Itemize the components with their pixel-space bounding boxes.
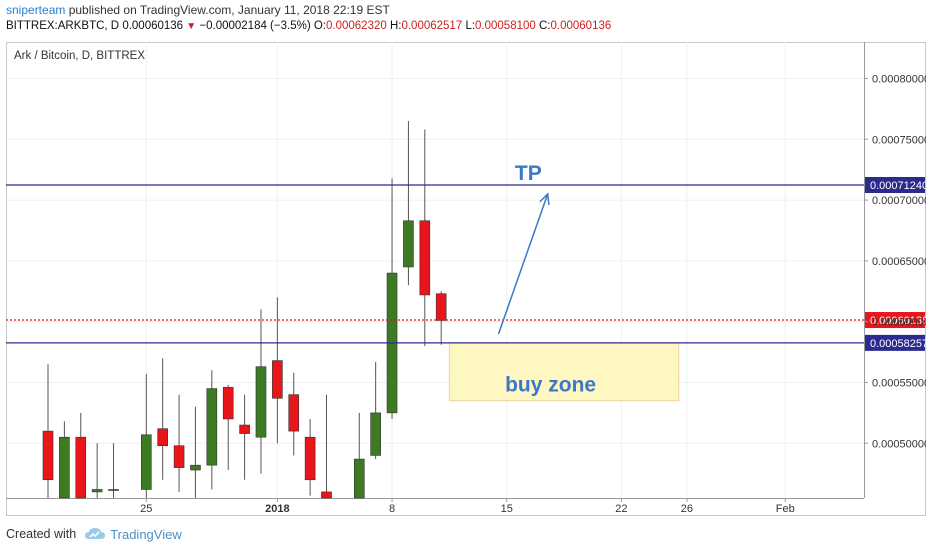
last-price-tag (865, 312, 925, 329)
trend-arrow (497, 193, 549, 335)
y-tick-label: 0.00070000 (872, 195, 926, 207)
levels-layer: 0.00071240 0.00058257 0.00060136 (6, 177, 928, 351)
y-tick-label: 0.00060000 (872, 317, 926, 329)
candle (59, 421, 70, 499)
footer: Created with TradingView (6, 520, 926, 548)
author-link[interactable]: sniperteam (6, 3, 66, 17)
candle-body (222, 387, 234, 420)
candle (288, 372, 300, 456)
y-tick-label: 0.00050000 (872, 438, 926, 450)
candle-body (91, 489, 103, 493)
candle (222, 384, 234, 471)
candle-body (173, 445, 185, 468)
candle (353, 412, 365, 499)
x-tick-label: 8 (389, 503, 395, 515)
candle-body (190, 464, 201, 471)
candle-body (321, 491, 332, 499)
candle-body (435, 293, 447, 321)
tradingview-brand: TradingView (110, 526, 182, 542)
x-tick-label: 2018 (265, 503, 289, 515)
last-price-label: 0.00060136 (870, 315, 926, 327)
candle-body (419, 220, 431, 296)
level-label: 0.00058257 (870, 338, 926, 350)
symbol-label: BITTREX:ARKBTC, D (6, 20, 120, 32)
y-tick-label: 0.00080000 (872, 73, 926, 85)
buy-zone-box (448, 342, 680, 402)
candle (435, 291, 447, 345)
x-tick-label: 25 (140, 503, 152, 515)
x-tick-label: 15 (501, 503, 513, 515)
level-tag (865, 177, 925, 194)
x-tick-label: 26 (681, 503, 693, 515)
candle-body (157, 428, 168, 447)
low-value: 0.00058100 (475, 20, 536, 32)
publish-info: sniperteam published on TradingView.com,… (6, 2, 926, 18)
chart-header: sniperteam published on TradingView.com,… (6, 2, 926, 34)
candle-body (370, 412, 381, 456)
candle-body (353, 458, 365, 499)
y-tick-label: 0.00065000 (872, 256, 926, 268)
candle-body (206, 388, 218, 466)
close-label: C: (539, 20, 551, 32)
symbol-info: BITTREX:ARKBTC, D 0.00060136 ▼ −0.000021… (6, 18, 926, 34)
price-axis: 0.00050000 0.00055000 0.00060000 0.00065000… (864, 73, 930, 450)
candle-body (239, 424, 250, 434)
tradingview-logo[interactable]: TradingView (84, 527, 182, 542)
candle (272, 297, 283, 444)
candle-body (59, 436, 70, 499)
level-label: 0.00071240 (870, 180, 926, 192)
created-with-label: Created with (6, 527, 77, 541)
candle (321, 394, 332, 499)
annotations-layer: TP buy zone (497, 162, 596, 397)
level-tag (865, 334, 925, 351)
candle (255, 309, 267, 474)
candle-body (255, 366, 267, 438)
candle (75, 412, 87, 499)
candle (419, 129, 431, 346)
candle (42, 364, 54, 498)
candle (140, 373, 152, 498)
chart-area[interactable]: Ark / Bitcoin, D, BITTREX 0.00071240 0.00… (6, 42, 930, 516)
price-change: −0.00002184 (−3.5%) (199, 20, 311, 32)
close-value: 0.00060136 (550, 20, 612, 32)
candle (157, 358, 168, 480)
y-tick-label: 0.00075000 (872, 134, 926, 146)
candle (403, 121, 414, 286)
low-label: L: (465, 20, 476, 32)
tp-label: TP (515, 162, 542, 185)
candle (304, 418, 316, 496)
candle (108, 443, 119, 498)
buy-zone-label: buy zone (505, 374, 596, 397)
high-value: 0.00062517 (401, 20, 463, 32)
candle-body (42, 430, 54, 481)
candle (91, 443, 103, 498)
arrow-head-icon (539, 192, 550, 206)
chart-title: Ark / Bitcoin, D, BITTREX (14, 50, 145, 62)
candle (239, 394, 250, 480)
candle-body (108, 489, 119, 491)
candle-body (304, 436, 316, 481)
time-axis: 25 2018 8 15 22 26 Feb (140, 498, 795, 515)
x-tick-label: 22 (615, 503, 627, 515)
candle (206, 370, 218, 490)
candle-body (75, 436, 87, 499)
candle (173, 394, 185, 492)
candle-body (272, 360, 283, 399)
x-tick-label: Feb (776, 503, 795, 515)
open-value: 0.00062320 (326, 20, 387, 32)
candle-body (140, 434, 152, 490)
candle (190, 406, 201, 498)
open-label: O: (313, 20, 326, 32)
cloud-icon (85, 528, 106, 539)
candlestick-chart[interactable]: Ark / Bitcoin, D, BITTREX 0.000712400.00… (6, 42, 930, 516)
candle-body (403, 220, 414, 268)
down-arrow-icon: ▼ (186, 21, 197, 32)
candle (370, 361, 381, 460)
last-price: 0.00060136 (122, 20, 184, 32)
buy-zone-layer (448, 342, 680, 402)
candle-body (288, 394, 300, 432)
y-tick-label: 0.00055000 (872, 377, 926, 389)
high-label: H: (389, 20, 402, 32)
published-text: published on TradingView.com, January 11… (65, 3, 390, 17)
